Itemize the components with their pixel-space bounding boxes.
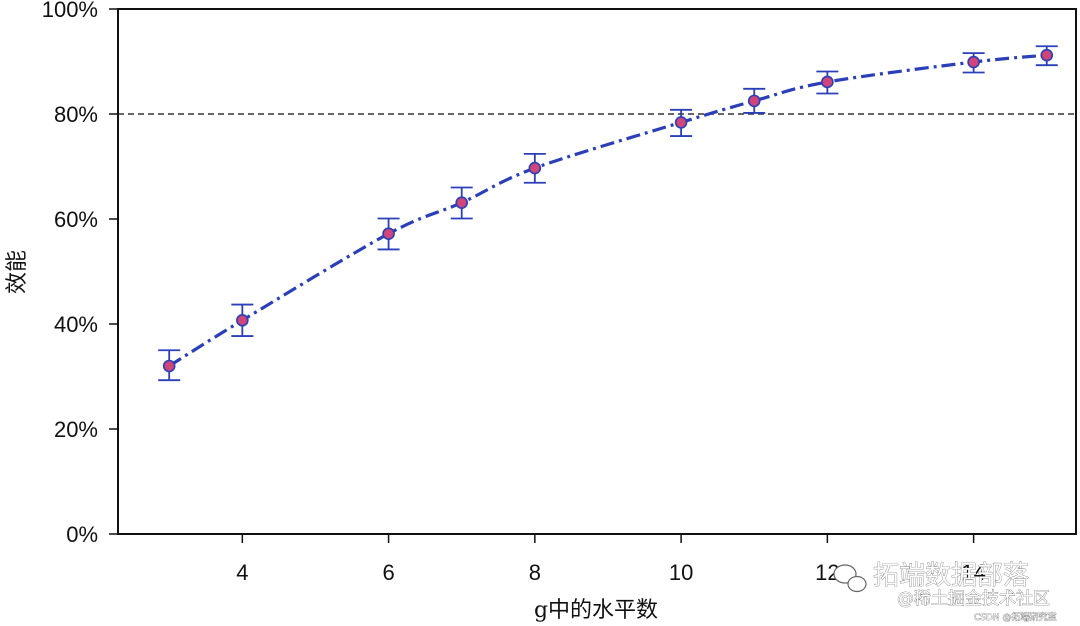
y-tick-label: 80% [54, 102, 98, 127]
data-point [821, 75, 834, 89]
y-tick-label: 100% [42, 0, 98, 22]
watermark-line2: @稀土掘金技术社区 [897, 589, 1050, 609]
data-point [747, 94, 761, 108]
x-tick-label: 10 [669, 560, 693, 585]
y-tick-label: 0% [66, 522, 98, 547]
y-axis-ticks: 0% 20% 40% 60% 80% 100% [42, 0, 118, 547]
watermark-line3: CSDN @拓端研究室 [974, 611, 1057, 623]
data-point [236, 314, 249, 327]
x-axis-ticks: 4 6 8 10 12 14 [236, 534, 986, 585]
data-point [967, 55, 980, 69]
data-point [528, 161, 542, 175]
y-tick-label: 40% [54, 312, 98, 337]
y-axis-title: 效能 [5, 250, 30, 294]
data-point [382, 227, 395, 240]
x-tick-label: 8 [529, 560, 541, 585]
plot-frame [117, 8, 1077, 535]
data-point [162, 359, 176, 373]
data-points [162, 48, 1054, 373]
watermark-line1: 拓端数据部落 [873, 561, 1029, 591]
data-point [674, 116, 688, 129]
x-tick-label: 14 [961, 560, 985, 585]
y-tick-label: 20% [54, 417, 98, 442]
y-tick-label: 60% [54, 207, 98, 232]
x-tick-label: 4 [236, 560, 248, 585]
wechat-icon [833, 564, 867, 593]
x-tick-label: 6 [382, 560, 394, 585]
data-point [1040, 48, 1054, 62]
error-bars [158, 45, 1058, 382]
watermark: 拓端数据部落 @稀土掘金技术社区 CSDN @拓端研究室 [833, 561, 1057, 623]
series-line [168, 53, 1047, 368]
x-axis-title: g中的水平数 [534, 598, 658, 623]
data-point [455, 196, 469, 210]
